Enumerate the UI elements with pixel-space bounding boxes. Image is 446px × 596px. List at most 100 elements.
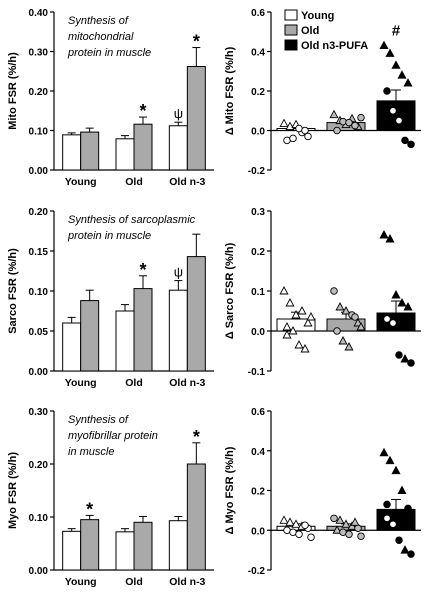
significance-marker: ψ xyxy=(174,106,183,121)
data-point xyxy=(335,302,345,311)
significance-marker: * xyxy=(139,260,146,280)
bar xyxy=(186,256,206,372)
panel-note: Synthesis of xyxy=(68,15,129,27)
y-tick-label: 0.20 xyxy=(29,460,49,471)
data-point xyxy=(383,87,391,95)
data-point xyxy=(401,136,409,145)
delta_sarco_fsr-groups xyxy=(271,230,421,367)
data-point xyxy=(285,517,295,526)
bar xyxy=(80,300,100,372)
data-point xyxy=(407,140,415,149)
delta_myo_fsr-groups xyxy=(271,447,421,558)
mito_fsr-bars: Young Old Old n-3 * ψ * Synthesis of mitochondr… xyxy=(54,15,214,188)
y-tick-label: 0.0 xyxy=(251,526,265,537)
data-point xyxy=(347,521,357,530)
data-point xyxy=(407,359,415,367)
data-point xyxy=(345,530,353,538)
bar xyxy=(115,138,135,171)
y-tick-label: 0.10 xyxy=(29,287,49,298)
data-point xyxy=(350,517,360,526)
data-point xyxy=(333,126,341,135)
data-point xyxy=(279,118,289,128)
data-point xyxy=(389,106,397,115)
bar xyxy=(186,463,206,571)
myo_fsr-bars: Young Old Old n-3 * * Synthesis of myofibrilla… xyxy=(54,414,214,588)
y-tick-label: 0.15 xyxy=(29,247,49,258)
x-tick-label: Young xyxy=(65,576,97,588)
significance-marker: * xyxy=(86,499,93,519)
y-axis-label: Δ Mito FSR (%/h) xyxy=(224,46,236,135)
data-point xyxy=(303,318,313,327)
data-point xyxy=(389,319,397,327)
delta_sarco_fsr-axis: -0.1 0.0 0.1 0.2 0.3 Δ Sarco FSR (%/h) xyxy=(224,207,272,378)
y-tick-label: 0.00 xyxy=(29,166,49,177)
y-tick-label: 0.30 xyxy=(29,407,49,418)
data-point xyxy=(341,519,351,528)
x-tick-label: Old xyxy=(125,176,143,188)
data-point xyxy=(289,134,297,143)
data-point xyxy=(385,48,395,57)
legend-label: Old xyxy=(301,25,319,37)
data-point xyxy=(345,118,353,127)
y-tick-label: 0.30 xyxy=(29,48,49,59)
data-point xyxy=(295,530,303,538)
legend-swatch xyxy=(284,9,298,21)
data-point xyxy=(285,298,295,307)
y-axis-label: Myo FSR (%/h) xyxy=(7,452,19,529)
y-tick-label: 0.1 xyxy=(251,287,265,298)
delta_mito_fsr-groups: # xyxy=(271,23,421,149)
y-tick-label: 0.0 xyxy=(251,327,265,338)
x-tick-label: Young xyxy=(65,176,97,188)
data-point xyxy=(391,60,401,69)
x-tick-label: Old xyxy=(125,377,143,389)
x-tick-label: Old n-3 xyxy=(169,176,205,188)
x-tick-label: Old xyxy=(125,576,143,588)
bar xyxy=(168,520,188,571)
y-tick-label: 0.3 xyxy=(251,207,265,218)
data-point xyxy=(379,447,389,457)
data-point xyxy=(307,533,315,541)
y-tick-label: 0.2 xyxy=(251,247,265,258)
bar xyxy=(168,289,188,372)
data-point xyxy=(400,354,410,363)
data-point xyxy=(385,455,395,465)
data-point xyxy=(397,298,407,307)
panel-note: protein in muscle xyxy=(67,47,151,59)
data-point xyxy=(332,525,342,534)
data-point xyxy=(395,116,403,125)
significance-marker: * xyxy=(193,32,200,52)
delta_myo_fsr-axis: -0.2 0.0 0.2 0.4 0.6 Δ Myo FSR (%/h) xyxy=(224,407,272,577)
bar xyxy=(133,123,153,171)
data-point xyxy=(389,520,397,529)
data-point xyxy=(339,117,347,126)
data-point xyxy=(306,312,316,321)
data-point xyxy=(379,230,389,239)
data-point xyxy=(379,40,389,50)
data-point xyxy=(341,306,351,315)
data-point xyxy=(330,287,338,295)
bar xyxy=(133,521,153,571)
data-point xyxy=(301,521,309,530)
mito_fsr-axis: 0.00 0.10 0.20 0.30 0.40 Mito FSR (%/h) xyxy=(7,8,55,177)
data-point xyxy=(400,545,410,554)
data-point xyxy=(385,234,395,243)
y-tick-label: 0.2 xyxy=(251,87,265,98)
panel-note: Synthesis of xyxy=(68,414,129,426)
delta_mito_fsr-axis: -0.2 0.0 0.2 0.4 0.6 Δ Mito FSR (%/h) xyxy=(224,8,272,177)
legend-label: Young xyxy=(301,10,334,22)
y-tick-label: -0.2 xyxy=(248,566,266,577)
data-point xyxy=(288,326,298,335)
data-point xyxy=(300,344,310,353)
bar xyxy=(62,322,82,372)
legend-label: Old n3-PUFA xyxy=(301,40,368,52)
x-tick-label: Young xyxy=(65,377,97,389)
bar xyxy=(80,519,100,571)
y-tick-label: 0.20 xyxy=(29,87,49,98)
y-axis-label: Mito FSR (%/h) xyxy=(7,52,19,130)
sarco_fsr-bars: Young Old Old n-3 * ψ Synthesis of sarcoplasm… xyxy=(54,214,214,389)
y-axis-label: Sarco FSR (%/h) xyxy=(7,248,19,334)
data-point xyxy=(333,327,341,335)
y-tick-label: 0.6 xyxy=(251,407,265,418)
significance-marker: ψ xyxy=(174,265,183,280)
bar xyxy=(80,131,100,171)
